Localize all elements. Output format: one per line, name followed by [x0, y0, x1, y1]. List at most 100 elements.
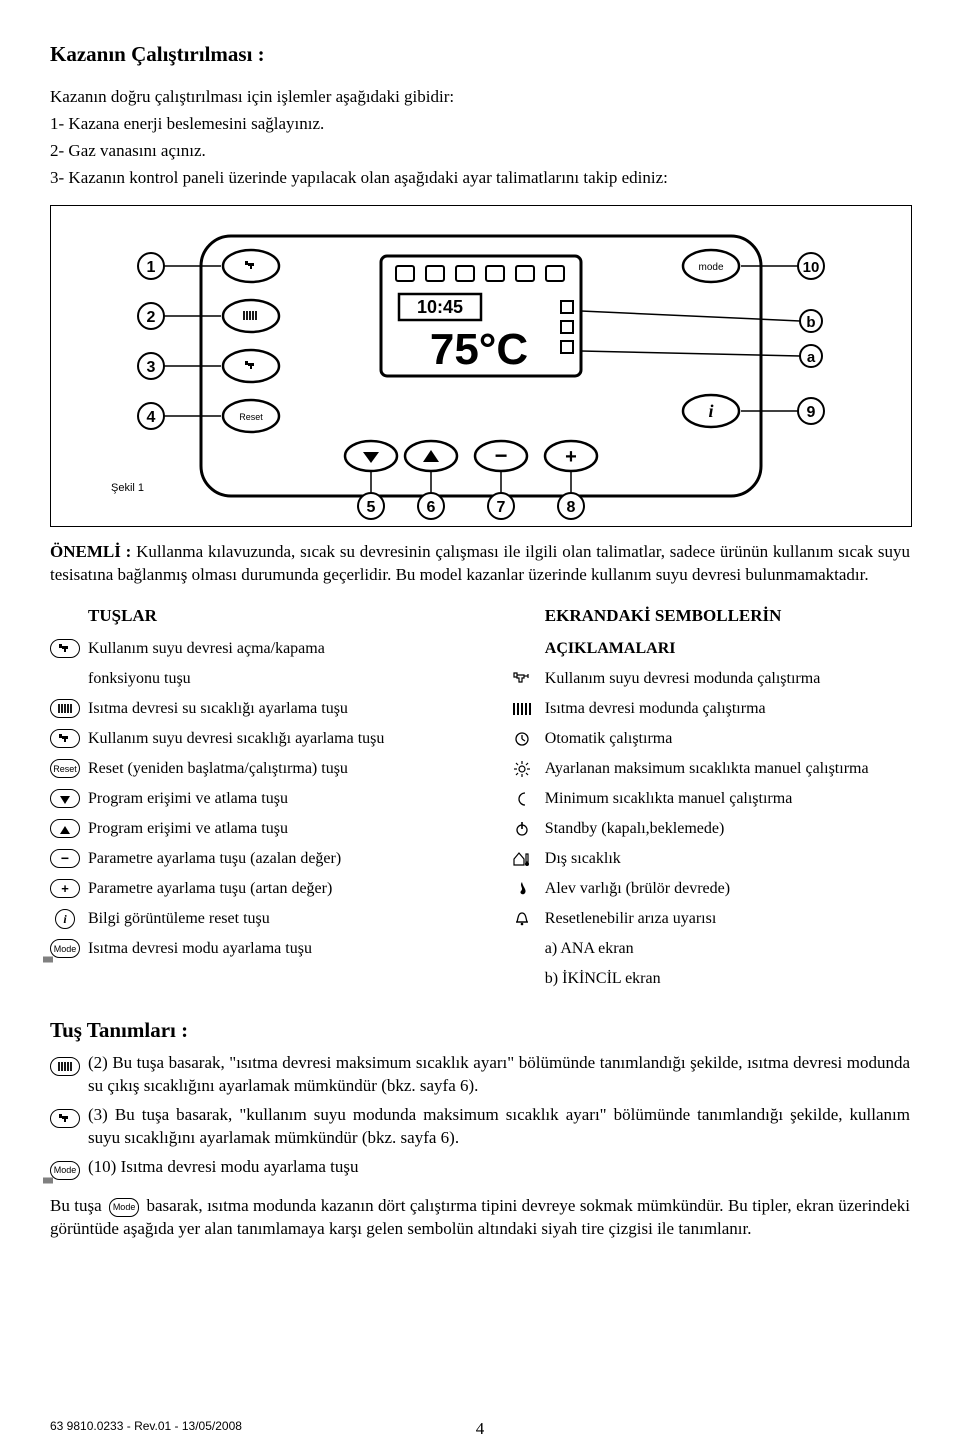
- svg-text:3: 3: [147, 359, 156, 376]
- right-row: Isıtma devresi modunda çalıştırma: [507, 698, 910, 720]
- row-text: Standby (kapalı,beklemede): [545, 818, 910, 840]
- body-paragraph: Bu tuşa Mode basarak, ısıtma modunda kaz…: [50, 1195, 910, 1241]
- page-title: Kazanın Çalıştırılması :: [50, 40, 910, 68]
- svg-text:10: 10: [803, 259, 820, 276]
- row-text: Kullanım suyu devresi sıcaklığı ayarlama…: [88, 728, 487, 750]
- row-text: Alev varlığı (brülör devrede): [545, 878, 910, 900]
- minus-icon: −: [50, 848, 80, 870]
- def-item: Mode (10) Isıtma devresi modu ayarlama tu…: [50, 1156, 910, 1181]
- row-text: Program erişimi ve atlama tuşu: [88, 818, 487, 840]
- tap-set-icon: [50, 1107, 80, 1129]
- left-row: Mode Isıtma devresi modu ayarlama tuşu: [50, 938, 487, 960]
- sun-icon: [507, 758, 537, 780]
- svg-text:1: 1: [147, 259, 156, 276]
- intro-line: 3- Kazanın kontrol paneli üzerinde yapıl…: [50, 167, 910, 190]
- left-row: fonksiyonu tuşu: [50, 668, 487, 690]
- right-row: Minimum sıcaklıkta manuel çalıştırma: [507, 788, 910, 810]
- footer-left: 63 9810.0233 - Rev.01 - 13/05/2008: [50, 1418, 242, 1434]
- plus-icon: +: [50, 878, 80, 900]
- left-row: iBilgi görüntüleme reset tuşu: [50, 908, 487, 930]
- svg-text:9: 9: [807, 404, 816, 421]
- intro-line: 2- Gaz vanasını açınız.: [50, 140, 910, 163]
- control-panel-svg: 10:45 75°C Reset mode i − + 1 2: [50, 205, 912, 527]
- svg-text:+: +: [565, 446, 577, 468]
- left-row: Kullanım suyu devresi sıcaklığı ayarlama…: [50, 728, 487, 750]
- left-row: Isıtma devresi su sıcaklığı ayarlama tuş…: [50, 698, 487, 720]
- radiator-icon: [50, 1055, 80, 1077]
- right-row: Resetlenebilir arıza uyarısı: [507, 908, 910, 930]
- tap-set-icon: [50, 728, 80, 750]
- svg-text:b: b: [806, 314, 815, 331]
- row-text: Isıtma devresi modu ayarlama tuşu: [88, 938, 487, 960]
- blank-icon: [50, 668, 80, 690]
- blank-icon: [507, 638, 537, 660]
- blank-icon: [507, 968, 537, 990]
- left-row: Program erişimi ve atlama tuşu: [50, 818, 487, 840]
- page-footer: 63 9810.0233 - Rev.01 - 13/05/2008 4: [0, 1418, 960, 1434]
- important-note: ÖNEMLİ : Kullanma kılavuzunda, sıcak su …: [50, 541, 910, 587]
- left-column: TUŞLAR Kullanım suyu devresi açma/kapama…: [50, 605, 487, 998]
- body-after: basarak, ısıtma modunda kazanın dört çal…: [50, 1196, 910, 1238]
- standby-icon: [507, 818, 537, 840]
- svg-text:5: 5: [367, 499, 376, 516]
- row-text: fonksiyonu tuşu: [88, 668, 487, 690]
- right-heading: EKRANDAKİ SEMBOLLERİN: [507, 605, 910, 628]
- row-text: Otomatik çalıştırma: [545, 728, 910, 750]
- svg-text:4: 4: [147, 409, 156, 426]
- left-heading: TUŞLAR: [50, 605, 487, 628]
- svg-text:8: 8: [567, 499, 576, 516]
- right-column: EKRANDAKİ SEMBOLLERİN AÇIKLAMALARI Kulla…: [507, 605, 910, 998]
- def-text: (2) Bu tuşa basarak, "ısıtma devresi mak…: [88, 1052, 910, 1098]
- right-subheading: AÇIKLAMALARI: [545, 638, 910, 660]
- outdoor-icon: [507, 848, 537, 870]
- right-row: Dış sıcaklık: [507, 848, 910, 870]
- row-text: Ayarlanan maksimum sıcaklıkta manuel çal…: [545, 758, 910, 780]
- svg-text:75°C: 75°C: [430, 325, 528, 374]
- defs-heading: Tuş Tanımları :: [50, 1016, 910, 1044]
- left-row: Kullanım suyu devresi açma/kapama: [50, 638, 487, 660]
- row-text: Kullanım suyu devresi açma/kapama: [88, 638, 487, 660]
- body-before: Bu tuşa: [50, 1196, 106, 1215]
- def-item: (3) Bu tuşa basarak, "kullanım suyu modu…: [50, 1104, 910, 1150]
- tap-icon: [50, 638, 80, 660]
- control-panel-figure: 10:45 75°C Reset mode i − + 1 2: [50, 205, 910, 527]
- svg-text:−: −: [495, 443, 508, 468]
- intro-block: Kazanın doğru çalıştırılması için işleml…: [50, 86, 910, 190]
- up-icon: [50, 818, 80, 840]
- def-text: (3) Bu tuşa basarak, "kullanım suyu modu…: [88, 1104, 910, 1150]
- clock-icon: [507, 728, 537, 750]
- row-text: Parametre ayarlama tuşu (artan değer): [88, 878, 487, 900]
- definitions: (2) Bu tuşa basarak, "ısıtma devresi mak…: [50, 1052, 910, 1181]
- left-row: + Parametre ayarlama tuşu (artan değer): [50, 878, 487, 900]
- svg-text:Reset: Reset: [239, 412, 263, 422]
- down-icon: [50, 788, 80, 810]
- row-text: Parametre ayarlama tuşu (azalan değer): [88, 848, 487, 870]
- def-text: (10) Isıtma devresi modu ayarlama tuşu: [88, 1156, 910, 1179]
- reset-icon: Reset: [50, 758, 80, 780]
- radiator-icon: [50, 698, 80, 720]
- row-text: Dış sıcaklık: [545, 848, 910, 870]
- note-text: Kullanma kılavuzunda, sıcak su devresini…: [50, 542, 910, 584]
- mode-icon: Mode: [50, 1159, 80, 1181]
- moon-icon: [507, 788, 537, 810]
- row-text: Isıtma devresi su sıcaklığı ayarlama tuş…: [88, 698, 487, 720]
- svg-text:Şekil 1: Şekil 1: [111, 482, 144, 494]
- svg-text:10:45: 10:45: [417, 297, 463, 317]
- radiator-sym-icon: [507, 698, 537, 720]
- tap-sym-icon: [507, 668, 537, 690]
- svg-text:i: i: [708, 401, 713, 421]
- left-row: Program erişimi ve atlama tuşu: [50, 788, 487, 810]
- right-row: Alev varlığı (brülör devrede): [507, 878, 910, 900]
- svg-text:6: 6: [427, 499, 436, 516]
- svg-text:7: 7: [497, 499, 506, 516]
- row-text: Program erişimi ve atlama tuşu: [88, 788, 487, 810]
- right-row: a) ANA ekran: [507, 938, 910, 960]
- row-text: Reset (yeniden başlatma/çalıştırma) tuşu: [88, 758, 487, 780]
- right-row: Kullanım suyu devresi modunda çalıştırma: [507, 668, 910, 690]
- svg-text:a: a: [807, 349, 816, 366]
- right-row: Ayarlanan maksimum sıcaklıkta manuel çal…: [507, 758, 910, 780]
- right-row: b) İKİNCİL ekran: [507, 968, 910, 990]
- mode-icon: Mode: [50, 938, 80, 960]
- right-row: Standby (kapalı,beklemede): [507, 818, 910, 840]
- svg-text:2: 2: [147, 309, 156, 326]
